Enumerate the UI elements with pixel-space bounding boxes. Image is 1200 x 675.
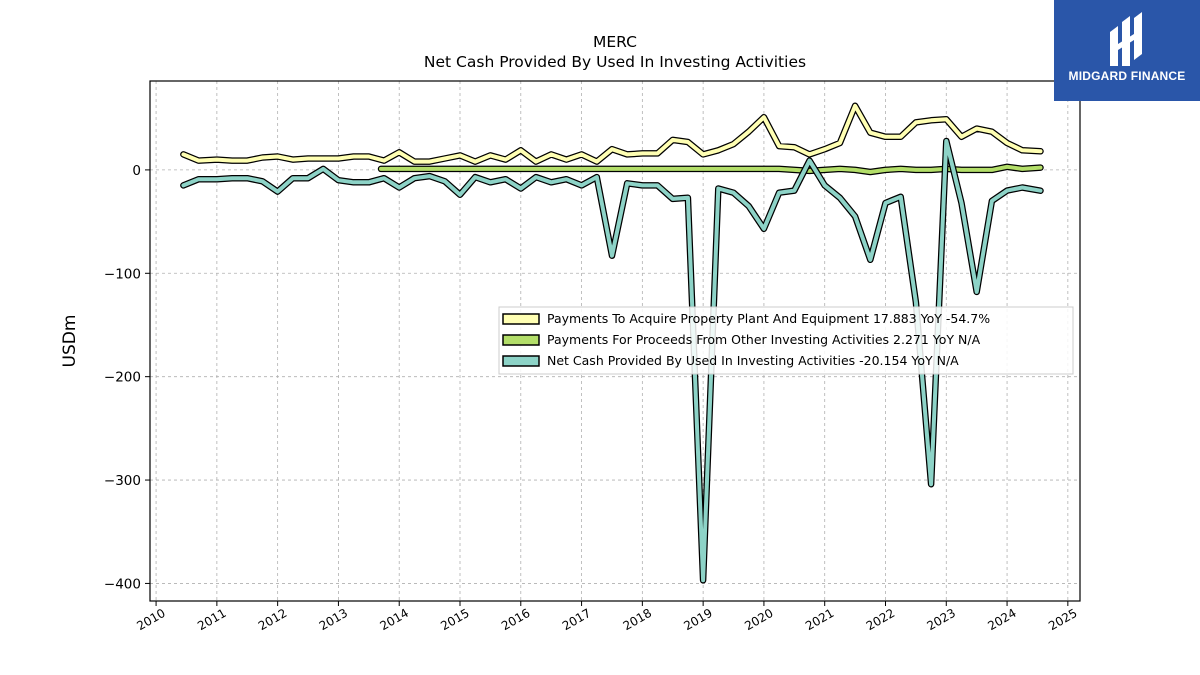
y-tick-label: −400	[104, 576, 141, 592]
x-tick-label: 2020	[742, 606, 775, 633]
series-line	[181, 103, 1043, 164]
x-tick-label: 2019	[681, 606, 714, 633]
y-tick-label: −100	[104, 266, 141, 282]
series-2	[180, 137, 1044, 584]
y-tick-label: −200	[104, 370, 141, 386]
x-tick-label: 2012	[256, 606, 289, 633]
x-tick-label: 2025	[1046, 606, 1079, 633]
x-tick-label: 2015	[438, 606, 471, 633]
x-tick-label: 2024	[985, 606, 1018, 633]
chart-subtitle: Net Cash Provided By Used In Investing A…	[424, 53, 806, 71]
midgard-finance-logo: MIDGARD FINANCE	[1054, 0, 1200, 101]
x-tick-label: 2011	[195, 606, 228, 633]
logo-brand-text: MIDGARD FINANCE	[1068, 69, 1186, 83]
legend-swatch-other	[502, 334, 540, 346]
x-tick-label: 2023	[925, 606, 958, 633]
legend-box	[498, 306, 1074, 375]
legend: Payments To Acquire Property Plant And E…	[498, 306, 1074, 375]
legend-label-ppe: Payments To Acquire Property Plant And E…	[547, 311, 990, 326]
series-layer	[180, 102, 1044, 584]
legend-label-other: Payments For Proceeds From Other Investi…	[547, 332, 981, 347]
y-axis-label: USDm	[60, 315, 80, 368]
x-tick-label: 2022	[864, 606, 897, 633]
series-0	[180, 102, 1044, 165]
series-line-outline	[180, 102, 1044, 165]
series-line	[379, 164, 1043, 174]
x-tick-label: 2021	[803, 606, 836, 633]
series-1	[377, 163, 1044, 176]
series-line	[181, 139, 1043, 583]
legend-swatch-net	[502, 355, 540, 367]
x-tick-label: 2017	[560, 606, 593, 633]
x-tick-label: 2014	[377, 606, 410, 633]
x-tick-label: 2016	[499, 606, 532, 633]
x-tick-label: 2018	[621, 606, 654, 633]
y-tick-label: −300	[104, 473, 141, 489]
chart-title: MERC	[593, 33, 637, 51]
x-tick-label: 2010	[134, 606, 167, 633]
x-tick-label: 2013	[317, 606, 350, 633]
logo-mark-icon	[1110, 12, 1142, 66]
legend-label-net: Net Cash Provided By Used In Investing A…	[547, 353, 959, 368]
legend-swatch-ppe	[502, 313, 540, 325]
plot-frame	[149, 80, 1081, 602]
y-tick-label: 0	[132, 163, 141, 179]
